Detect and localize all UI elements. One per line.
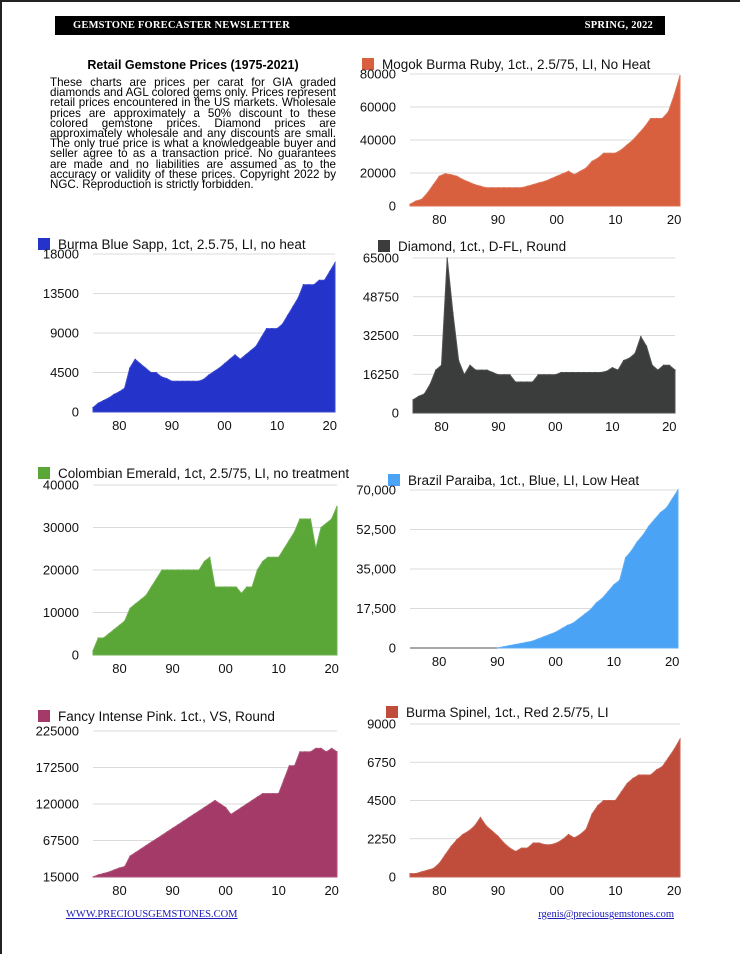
email-link[interactable]: rgenis@preciousgemstones.com	[538, 909, 674, 920]
website-link[interactable]: WWW.PRECIOUSGEMSTONES.COM	[66, 909, 238, 920]
issue-date: SPRING, 2022	[584, 20, 653, 31]
intro-text: These charts are prices per carat for GI…	[50, 76, 336, 192]
newsletter-header-bar: GEMSTONE FORECASTER NEWSLETTER SPRING, 2…	[55, 16, 665, 35]
newsletter-title: GEMSTONE FORECASTER NEWSLETTER	[73, 20, 291, 31]
intro-title: Retail Gemstone Prices (1975-2021)	[87, 58, 299, 72]
